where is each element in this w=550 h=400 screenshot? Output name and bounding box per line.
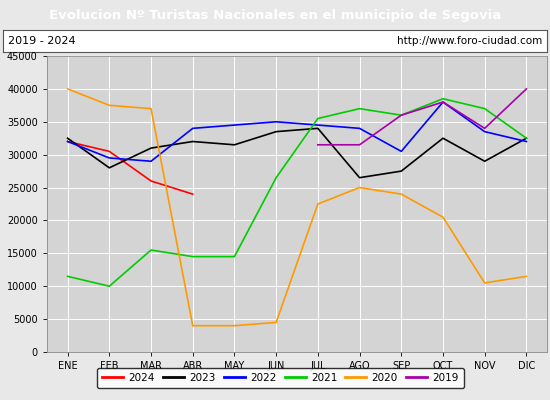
Text: Evolucion Nº Turistas Nacionales en el municipio de Segovia: Evolucion Nº Turistas Nacionales en el m… <box>49 8 501 22</box>
Text: 2019 - 2024: 2019 - 2024 <box>8 36 76 46</box>
Text: http://www.foro-ciudad.com: http://www.foro-ciudad.com <box>397 36 542 46</box>
Legend: 2024, 2023, 2022, 2021, 2020, 2019: 2024, 2023, 2022, 2021, 2020, 2019 <box>97 368 464 388</box>
